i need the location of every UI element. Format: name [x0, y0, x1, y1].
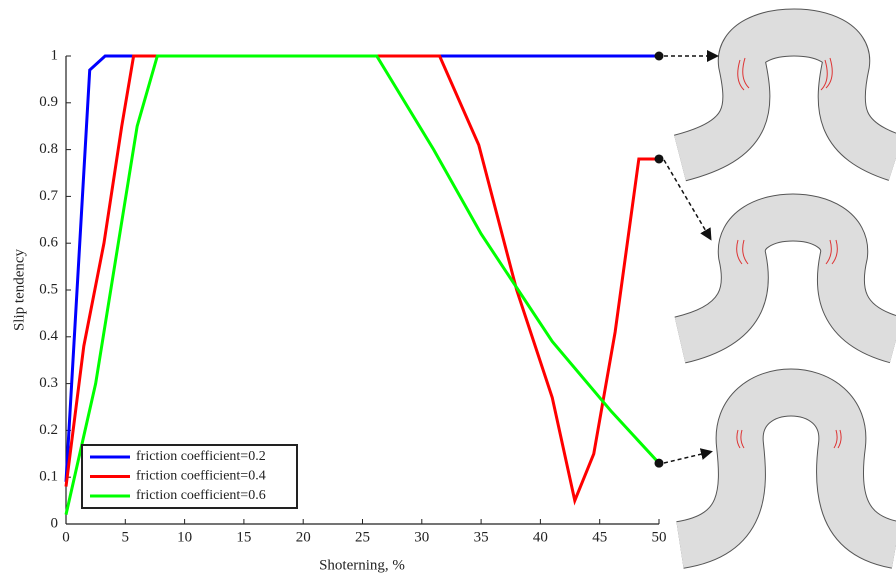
y-tick-label: 0.5 [39, 281, 58, 297]
fold-image [680, 33, 896, 159]
y-tick-label: 0.4 [39, 328, 58, 344]
end-marker [655, 459, 664, 468]
y-axis-label: Slip tendency [11, 248, 27, 331]
x-tick-label: 35 [474, 529, 489, 545]
y-tick-label: 0.6 [39, 235, 58, 251]
x-tick-label: 25 [355, 529, 370, 545]
fold-images [664, 33, 896, 546]
x-tick-label: 40 [533, 529, 548, 545]
y-tick-label: 0.8 [39, 141, 58, 157]
y-tick-label: 1 [51, 47, 59, 63]
fold-image [680, 218, 896, 341]
x-tick-label: 50 [652, 529, 667, 545]
y-tick-label: 0.3 [39, 375, 58, 391]
legend-label: friction coefficient=0.6 [136, 488, 266, 503]
x-tick-label: 45 [592, 529, 607, 545]
end-marker [655, 154, 664, 163]
x-axis-label: Shoterning, % [319, 557, 405, 573]
y-tick-label: 0.1 [39, 469, 58, 485]
y-tick-label: 0.7 [39, 188, 58, 204]
fold-image [680, 393, 896, 546]
legend-label: friction coefficient=0.2 [136, 449, 266, 464]
x-tick-label: 20 [296, 529, 311, 545]
end-marker [655, 52, 664, 61]
y-tick-label: 0.9 [39, 94, 58, 110]
x-tick-label: 15 [236, 529, 251, 545]
x-tick-label: 10 [177, 529, 192, 545]
x-tick-label: 5 [122, 529, 130, 545]
chart: Shoterning, % Slip tendency 051015202530… [0, 0, 896, 583]
legend-label: friction coefficient=0.4 [136, 469, 266, 484]
series-line [66, 56, 659, 501]
x-tick-label: 0 [62, 529, 70, 545]
x-tick-label: 30 [414, 529, 429, 545]
y-tick-label: 0.2 [39, 422, 58, 438]
series-line [66, 56, 659, 482]
y-tick-label: 0 [51, 515, 59, 531]
